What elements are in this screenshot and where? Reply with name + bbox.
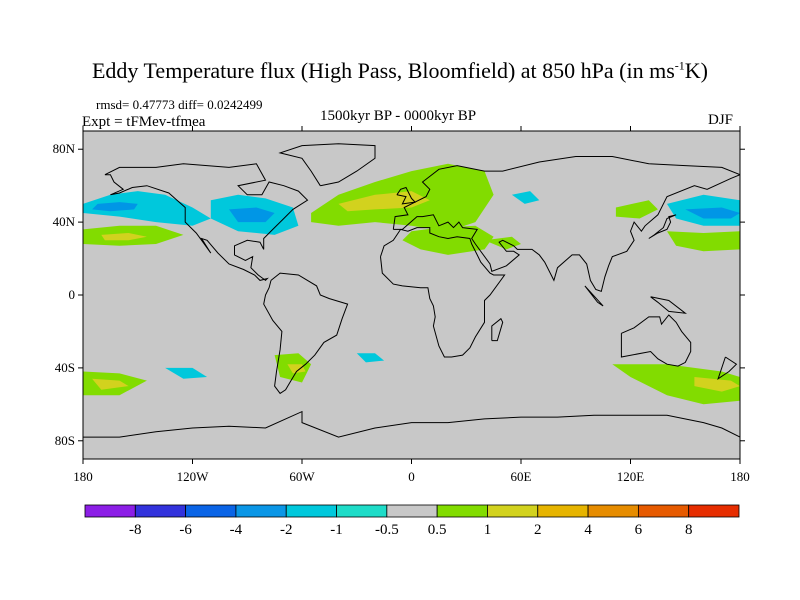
lon-tick-label: 0	[408, 469, 415, 484]
colorbar-label: -0.5	[375, 522, 399, 538]
lon-tick-label: 180	[73, 469, 93, 484]
anomaly-north-america-strong-negative	[229, 207, 275, 223]
stats-line: rmsd= 0.47773 diff= 0.0242499	[96, 97, 263, 112]
lat-tick-label: 0	[69, 287, 76, 302]
lon-tick-label: 120E	[617, 469, 645, 484]
coastline-0	[104, 163, 309, 282]
lon-tick-label: 60W	[289, 469, 315, 484]
coastline-1	[263, 272, 349, 395]
experiment-label: Expt = tFMev-tfmea	[82, 114, 206, 130]
colorbar-swatch	[587, 504, 639, 518]
lat-tick-label: 40N	[53, 214, 76, 229]
coastline-4	[380, 227, 506, 358]
coastline-8	[648, 214, 677, 239]
colorbar-swatch	[285, 504, 337, 518]
anomaly-middle-east-positive	[484, 236, 521, 250]
anomaly-north-pacific-negative	[83, 191, 211, 226]
lon-tick-label: 180	[730, 469, 750, 484]
axis-ticks: 80N 40N 0 40S 80S 180 120W 60W 0 60E 120E 180	[53, 126, 750, 484]
lat-tick-label: 80S	[55, 433, 75, 448]
anomaly-south-america-core	[287, 364, 306, 374]
colorbar-swatch	[336, 504, 388, 518]
coastline-11	[650, 296, 688, 314]
coastline-10	[584, 285, 604, 307]
colorbar-label: -8	[129, 522, 142, 538]
coastline-layer	[83, 143, 740, 438]
colorbar-label: 4	[584, 522, 592, 538]
anomaly-mediterranean-positive	[402, 225, 494, 255]
colorbar-label: 1	[484, 522, 492, 538]
anomaly-southern-ocean-core	[694, 377, 740, 392]
colorbar-swatch	[134, 504, 187, 518]
colorbar-label: 0.5	[428, 522, 447, 538]
colorbar: -8 -6 -4 -2 -1 -0.5 0.5 1 2 4 6 8	[84, 504, 740, 538]
anomaly-south-pacific-core	[92, 378, 129, 390]
lat-tick-label: 80N	[53, 141, 76, 156]
colorbar-swatch	[386, 504, 438, 518]
anomaly-north-pacific-west-strong	[685, 207, 740, 219]
colorbar-label: -6	[179, 522, 192, 538]
period-label: 1500kyr BP - 0000kyr BP	[320, 108, 477, 124]
coastline-2	[278, 143, 376, 187]
chart-title: Eddy Temperature flux (High Pass, Bloomf…	[91, 58, 708, 83]
colorbar-swatch	[637, 504, 690, 518]
anomaly-north-pacific-strong-negative	[92, 202, 138, 212]
anomaly-southern-ocean-positive	[612, 364, 740, 405]
colorbar-swatch	[235, 504, 287, 518]
season-label: DJF	[708, 112, 734, 128]
colorbar-label: -1	[330, 522, 343, 538]
coastline-3	[392, 156, 740, 293]
colorbar-swatch	[487, 504, 539, 518]
anomaly-south-pacific-west-negative	[165, 367, 208, 379]
anomaly-south-atlantic-negative	[356, 353, 385, 363]
colorbar-swatch	[185, 504, 237, 518]
colorbar-label: -4	[230, 522, 243, 538]
colorbar-swatch	[436, 504, 488, 518]
colorbar-label: 8	[685, 522, 693, 538]
colorbar-label: 2	[534, 522, 542, 538]
lat-tick-label: 40S	[55, 360, 75, 375]
coastline-7	[396, 186, 417, 205]
colorbar-label: 6	[635, 522, 643, 538]
lon-tick-label: 120W	[177, 469, 210, 484]
anomaly-west-pacific-positive	[667, 231, 740, 252]
coastline-5	[620, 314, 692, 367]
colorbar-swatch	[84, 504, 136, 518]
colorbar-swatch	[688, 504, 740, 518]
coastline-12	[717, 356, 738, 381]
lon-tick-label: 60E	[511, 469, 532, 484]
anomaly-subtropical-pacific-core	[101, 233, 147, 241]
anomaly-layer	[83, 163, 740, 405]
coastline-9	[491, 317, 504, 342]
anomaly-east-asia-positive	[615, 200, 658, 219]
colorbar-label: -2	[280, 522, 293, 538]
coastline-6	[83, 410, 740, 438]
colorbar-swatch	[537, 504, 589, 518]
anomaly-central-asia-negative	[511, 191, 540, 204]
